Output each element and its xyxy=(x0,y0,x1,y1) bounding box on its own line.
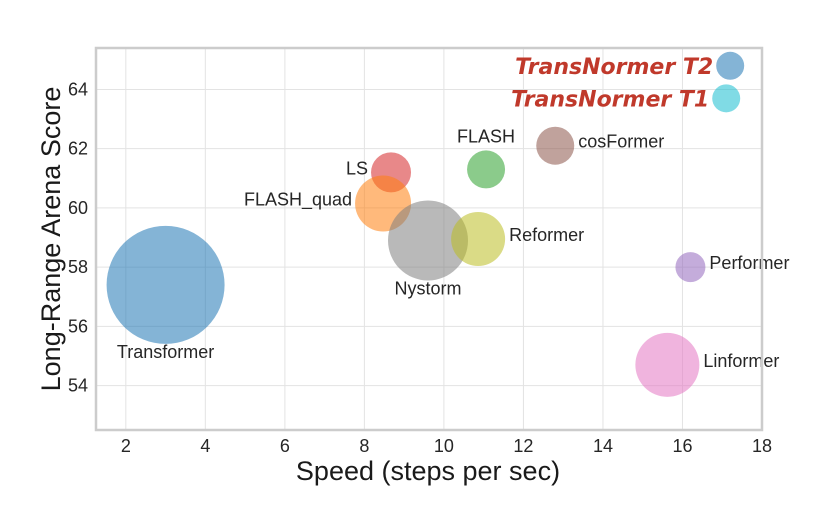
x-tick-label: 4 xyxy=(200,436,210,456)
bubbles xyxy=(106,51,745,397)
bubble-flash xyxy=(467,150,506,189)
plot-frame xyxy=(94,46,764,432)
x-axis-ticks: 2 4 6 8 10 12 14 16 18 xyxy=(121,436,772,456)
y-tick-label: 56 xyxy=(68,316,88,336)
bubble-performer xyxy=(675,252,706,283)
bubble-cosformer xyxy=(536,126,575,165)
point-label: TransNormer T2 xyxy=(515,55,713,80)
x-tick-label: 16 xyxy=(672,436,692,456)
x-axis-title: Speed (steps per sec) xyxy=(296,456,560,486)
bubble-transnormer-t2 xyxy=(716,51,745,80)
x-tick-label: 8 xyxy=(359,436,369,456)
bubble-transformer xyxy=(106,225,225,344)
point-label: cosFormer xyxy=(578,132,664,152)
point-label: Transformer xyxy=(117,342,214,362)
x-tick-label: 18 xyxy=(752,436,772,456)
x-tick-label: 2 xyxy=(121,436,131,456)
y-axis-title: Long-Range Arena Score xyxy=(36,87,66,392)
y-tick-label: 62 xyxy=(68,139,88,159)
x-tick-label: 6 xyxy=(280,436,290,456)
y-axis-ticks: 54 56 58 60 62 64 xyxy=(68,79,88,395)
bubble-transnormer-t1 xyxy=(712,84,741,113)
x-tick-label: 14 xyxy=(593,436,613,456)
point-label: LS xyxy=(346,158,368,178)
x-tick-label: 12 xyxy=(513,436,533,456)
point-label: FLASH_quad xyxy=(244,189,352,210)
bubble-nystorm xyxy=(388,200,469,281)
bubble-linformer xyxy=(635,332,700,397)
bubble-reformer xyxy=(451,212,506,266)
point-label: Reformer xyxy=(509,225,584,245)
point-label: FLASH xyxy=(457,126,515,146)
y-tick-label: 58 xyxy=(68,257,88,277)
point-label: Nystorm xyxy=(395,278,462,298)
y-tick-label: 64 xyxy=(68,79,88,99)
y-tick-label: 60 xyxy=(68,198,88,218)
point-label: Linformer xyxy=(703,351,779,371)
y-tick-label: 54 xyxy=(68,376,88,396)
point-labels: Transformer LS FLASH_quad Nystorm Reformer FL… xyxy=(117,55,790,371)
point-label: TransNormer T1 xyxy=(511,87,709,112)
x-tick-label: 10 xyxy=(434,436,454,456)
point-label: Performer xyxy=(709,253,789,273)
